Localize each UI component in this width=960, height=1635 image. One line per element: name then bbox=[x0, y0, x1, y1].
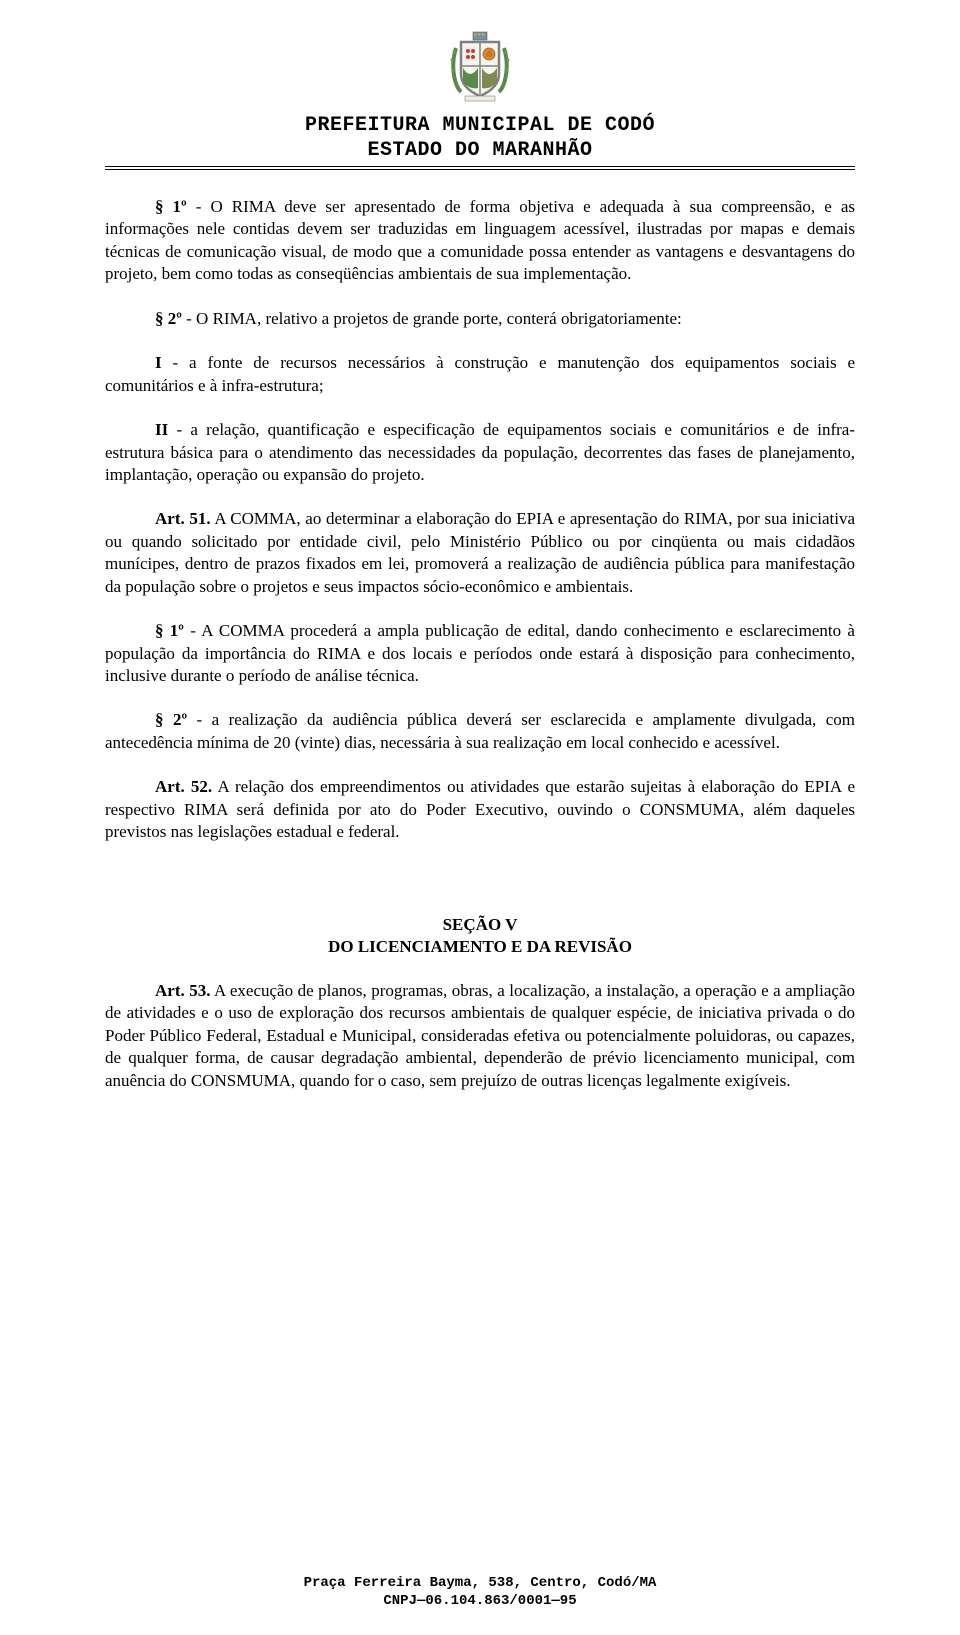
paragraph-text: A execução de planos, programas, obras, … bbox=[105, 981, 855, 1090]
paragraph-lead: § 2º bbox=[155, 710, 187, 729]
header-subtitle: ESTADO DO MARANHÃO bbox=[105, 139, 855, 162]
paragraph: § 1º - A COMMA procederá a ampla publica… bbox=[105, 620, 855, 687]
document-header: PREFEITURA MUNICIPAL DE CODÓ ESTADO DO M… bbox=[105, 30, 855, 170]
document-footer: Praça Ferreira Bayma, 538, Centro, Codó/… bbox=[0, 1574, 960, 1610]
header-title: PREFEITURA MUNICIPAL DE CODÓ bbox=[105, 113, 855, 139]
section-heading-line1: SEÇÃO V bbox=[105, 914, 855, 936]
paragraph-lead: II bbox=[155, 420, 168, 439]
paragraph-lead: Art. 52. bbox=[155, 777, 212, 796]
paragraph-text: - a relação, quantificação e especificaç… bbox=[105, 420, 855, 484]
footer-cnpj: CNPJ—06.104.863/0001—95 bbox=[0, 1592, 960, 1610]
paragraph-lead: § 1º bbox=[155, 197, 187, 216]
paragraph-lead: Art. 53. bbox=[155, 981, 210, 1000]
paragraph-text: - A COMMA procederá a ampla publicação d… bbox=[105, 621, 855, 685]
paragraph-text: A relação dos empreendimentos ou ativida… bbox=[105, 777, 855, 841]
footer-address: Praça Ferreira Bayma, 538, Centro, Codó/… bbox=[0, 1574, 960, 1592]
crest-icon bbox=[443, 30, 517, 109]
document-body: § 1º - O RIMA deve ser apresentado de fo… bbox=[105, 196, 855, 1092]
section-heading-line2: DO LICENCIAMENTO E DA REVISÃO bbox=[105, 936, 855, 958]
paragraph: Art. 52. A relação dos empreendimentos o… bbox=[105, 776, 855, 843]
paragraph: I - a fonte de recursos necessários à co… bbox=[105, 352, 855, 397]
paragraph-text: - a realização da audiência pública deve… bbox=[105, 710, 855, 751]
paragraph: Art. 53. A execução de planos, programas… bbox=[105, 980, 855, 1092]
paragraph-text: - O RIMA deve ser apresentado de forma o… bbox=[105, 197, 855, 283]
paragraph: § 1º - O RIMA deve ser apresentado de fo… bbox=[105, 196, 855, 286]
paragraph-lead: I bbox=[155, 353, 162, 372]
paragraph: II - a relação, quantificação e especifi… bbox=[105, 419, 855, 486]
header-divider bbox=[105, 166, 855, 170]
paragraph-text: - a fonte de recursos necessários à cons… bbox=[105, 353, 855, 394]
section-heading: SEÇÃO V DO LICENCIAMENTO E DA REVISÃO bbox=[105, 914, 855, 958]
paragraph: § 2º - O RIMA, relativo a projetos de gr… bbox=[105, 308, 855, 330]
paragraph-lead: § 2º bbox=[155, 309, 182, 328]
paragraph-lead: § 1º bbox=[155, 621, 184, 640]
paragraph-text: A COMMA, ao determinar a elaboração do E… bbox=[105, 509, 855, 595]
paragraph: Art. 51. A COMMA, ao determinar a elabor… bbox=[105, 508, 855, 598]
paragraph-text: - O RIMA, relativo a projetos de grande … bbox=[182, 309, 682, 328]
paragraph: § 2º - a realização da audiência pública… bbox=[105, 709, 855, 754]
paragraph-lead: Art. 51. bbox=[155, 509, 211, 528]
